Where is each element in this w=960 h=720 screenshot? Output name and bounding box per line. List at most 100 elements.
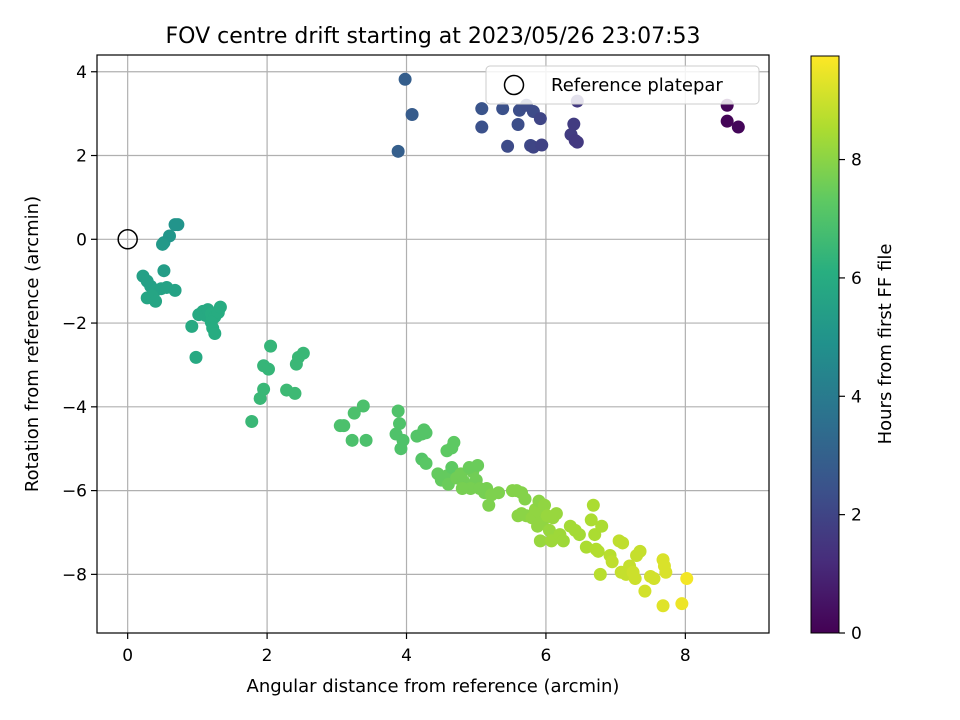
data-point xyxy=(492,486,506,500)
data-point xyxy=(359,433,373,447)
plot-frame xyxy=(96,54,770,634)
legend: Reference platepar xyxy=(485,65,760,105)
legend-label: Reference platepar xyxy=(551,75,723,96)
grid-lines xyxy=(97,55,769,633)
chart-title: FOV centre drift starting at 2023/05/26 … xyxy=(166,24,701,49)
data-point xyxy=(149,294,163,308)
x-tick-label: 6 xyxy=(541,646,552,666)
data-point xyxy=(549,507,563,521)
colorbar-gradient xyxy=(810,55,840,634)
colorbar-tick-label: 2 xyxy=(851,506,862,526)
axis-ticks: 0 2 4 6 8 −8 −6 −4 −2 0 2 4 xyxy=(62,63,691,666)
data-point xyxy=(405,107,419,121)
colorbar-tick-label: 6 xyxy=(851,269,862,289)
data-point xyxy=(633,544,647,558)
data-point xyxy=(538,498,552,512)
data-point xyxy=(419,456,433,470)
data-point xyxy=(296,346,310,360)
data-point xyxy=(253,391,267,405)
data-point xyxy=(720,114,734,128)
data-point xyxy=(455,482,469,495)
legend-marker xyxy=(503,74,525,96)
x-tick-label: 4 xyxy=(401,646,412,666)
data-point xyxy=(533,112,547,126)
data-point xyxy=(264,339,278,353)
y-tick-label: 4 xyxy=(76,63,87,83)
data-point xyxy=(445,461,459,475)
data-point xyxy=(337,419,351,433)
data-point xyxy=(345,433,359,447)
colorbar: 0 2 4 6 8 Hours from first FF file xyxy=(810,55,896,644)
data-point xyxy=(168,283,182,297)
data-point xyxy=(638,584,652,598)
data-point xyxy=(185,319,199,333)
colorbar-ticks: 0 2 4 6 8 xyxy=(839,151,862,644)
x-tick-label: 2 xyxy=(262,646,273,666)
data-point xyxy=(156,237,170,251)
y-tick-label: 0 xyxy=(76,230,87,250)
x-tick-label: 8 xyxy=(680,646,691,666)
data-point xyxy=(482,498,496,512)
data-point xyxy=(567,117,581,131)
data-point xyxy=(393,417,407,431)
data-point xyxy=(471,458,485,472)
data-point xyxy=(656,599,670,613)
data-point xyxy=(680,572,694,586)
data-point xyxy=(572,528,586,542)
data-point xyxy=(659,565,673,579)
data-points xyxy=(136,72,745,613)
data-point xyxy=(579,540,593,554)
data-point xyxy=(586,498,600,512)
colorbar-tick-label: 4 xyxy=(851,387,862,407)
data-point xyxy=(511,118,525,132)
x-tick-label: 0 xyxy=(122,646,133,666)
data-point xyxy=(288,386,302,400)
data-point xyxy=(591,544,605,558)
data-point xyxy=(556,534,570,548)
data-point xyxy=(675,597,689,611)
data-point xyxy=(595,519,609,533)
colorbar-label: Hours from first FF file xyxy=(875,244,896,445)
data-point xyxy=(501,139,515,153)
data-point xyxy=(245,414,259,428)
data-point xyxy=(628,572,642,586)
data-point xyxy=(535,138,549,152)
data-point xyxy=(394,442,408,456)
data-point xyxy=(593,567,607,581)
data-point xyxy=(496,102,510,116)
data-point xyxy=(542,523,556,537)
data-point xyxy=(347,406,361,420)
data-point xyxy=(398,72,412,86)
y-tick-label: 2 xyxy=(76,147,87,167)
y-tick-label: −6 xyxy=(62,482,87,502)
data-point xyxy=(518,492,532,506)
data-point xyxy=(584,513,598,527)
data-point xyxy=(570,135,584,149)
data-point xyxy=(533,534,547,548)
y-tick-label: −4 xyxy=(62,398,87,418)
x-axis-label: Angular distance from reference (arcmin) xyxy=(247,676,620,697)
data-point xyxy=(616,536,630,550)
data-point xyxy=(208,327,222,341)
y-axis-label: Rotation from reference (arcmin) xyxy=(22,196,43,492)
data-point xyxy=(475,102,489,116)
data-point xyxy=(189,350,203,364)
data-point xyxy=(731,120,745,134)
data-point xyxy=(391,404,405,418)
data-point xyxy=(605,555,619,569)
y-tick-label: −8 xyxy=(62,565,87,585)
data-point xyxy=(475,120,489,134)
y-tick-label: −2 xyxy=(62,314,87,334)
reference-marker xyxy=(117,229,138,250)
data-point xyxy=(391,144,405,158)
data-point xyxy=(356,399,370,413)
legend-box xyxy=(485,65,760,105)
data-point xyxy=(261,362,275,376)
data-point xyxy=(171,218,185,232)
data-point xyxy=(647,572,661,586)
data-point xyxy=(157,264,171,278)
data-point xyxy=(213,300,227,314)
data-point xyxy=(447,435,461,449)
colorbar-tick-label: 0 xyxy=(851,624,862,644)
